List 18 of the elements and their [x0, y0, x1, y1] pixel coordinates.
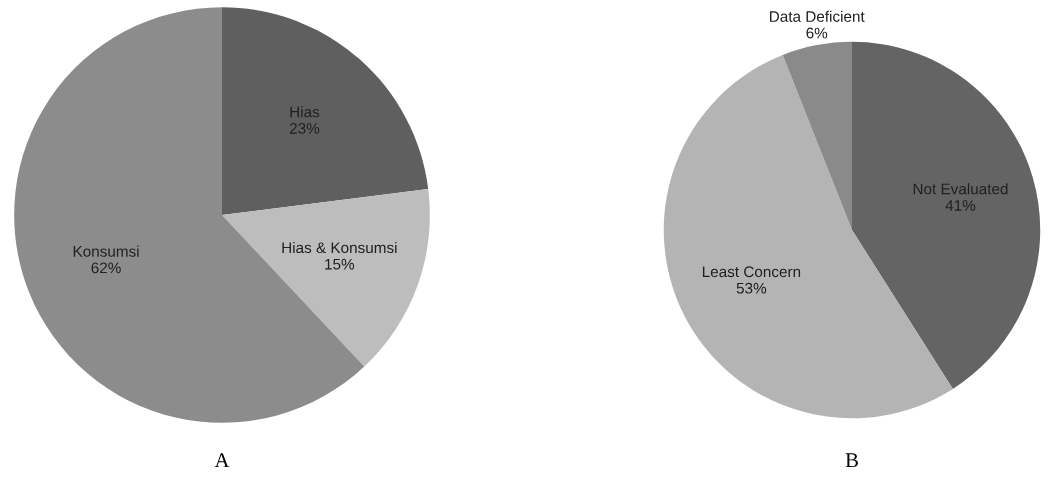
data-label: 23% [289, 122, 320, 134]
text: A [214, 453, 230, 468]
slice-label: Konsumsi [73, 245, 139, 257]
pie-slice [222, 7, 429, 215]
slice-label: Hias & Konsumsi [282, 241, 397, 254]
pie-slice [222, 188, 430, 367]
data-label: 41% [945, 200, 976, 211]
pie-slice [852, 41, 1041, 389]
slice-label: Hias [290, 106, 320, 118]
slice-label: Least Concern [702, 266, 801, 278]
data-label: 62% [91, 262, 121, 274]
data-label: 6% [806, 27, 828, 39]
slice-label: Not Evaluated [913, 183, 1008, 195]
slice-label: Data Deficient [770, 10, 865, 22]
pie-slice [782, 41, 852, 230]
data-label: 15% [325, 258, 355, 270]
data-label: 53% [736, 282, 767, 294]
text: B [845, 453, 858, 468]
